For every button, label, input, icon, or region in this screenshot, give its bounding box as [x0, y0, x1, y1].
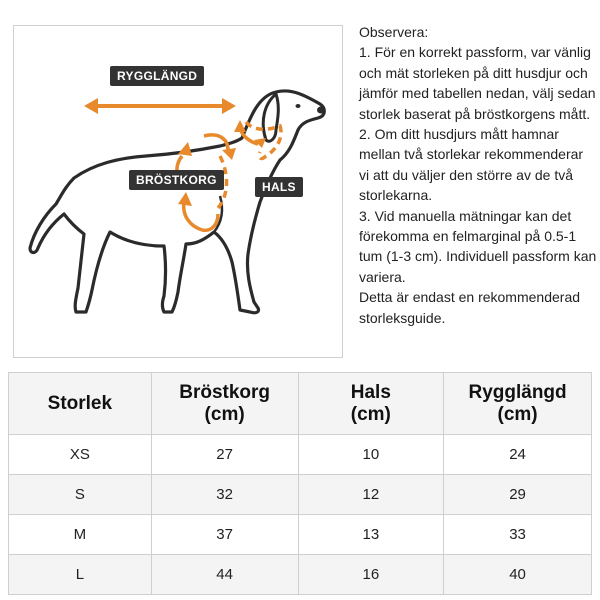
- dog-eye: [295, 104, 301, 108]
- cell-chest: 37: [150, 514, 299, 555]
- note-item-2: 2. Om ditt husdjurs mått hamnar mellan t…: [359, 126, 584, 204]
- table-row: M 37 13 33: [8, 514, 592, 555]
- dog-chest-line: [213, 195, 224, 233]
- note-item-1: 1. För en korrekt passform, var vänlig o…: [359, 44, 596, 122]
- header-neck: Hals (cm): [297, 372, 445, 435]
- table-row: L 44 16 40: [8, 554, 592, 595]
- header-size-label: Storlek: [47, 392, 113, 414]
- header-chest-unit: (cm): [204, 403, 245, 425]
- size-chart-table: Storlek Bröstkorg (cm) Hals (cm) Rygglän…: [8, 372, 592, 595]
- neck-measure-loop: [234, 120, 283, 161]
- cell-chest: 32: [150, 474, 299, 515]
- cell-neck: 12: [297, 474, 445, 515]
- header-back-length-unit: (cm): [497, 403, 538, 425]
- cell-size: XS: [8, 434, 152, 475]
- header-chest: Bröstkorg (cm): [150, 372, 299, 435]
- header-chest-label: Bröstkorg: [179, 381, 271, 403]
- dog-ear: [261, 92, 280, 143]
- back-length-label: RYGGLÄNGD: [110, 66, 205, 86]
- neck-label: HALS: [255, 177, 303, 197]
- header-neck-label: Hals: [350, 381, 391, 403]
- cell-neck: 10: [297, 434, 445, 475]
- cell-size: S: [8, 474, 152, 515]
- cell-back-length: 33: [443, 514, 592, 555]
- dog-measurement-illustration: RYGGLÄNGD BRÖSTKORG HALS: [13, 25, 343, 358]
- measurement-notes: Observera: 1. För en korrekt passform, v…: [359, 22, 597, 328]
- table-header-row: Storlek Bröstkorg (cm) Hals (cm) Rygglän…: [8, 372, 592, 435]
- note-disclaimer: Detta är endast en rekommenderad storlek…: [359, 289, 581, 326]
- cell-chest: 27: [150, 434, 299, 475]
- cell-size: M: [8, 514, 152, 555]
- header-size: Storlek: [8, 372, 152, 435]
- header-neck-unit: (cm): [350, 403, 391, 425]
- note-item-3: 3. Vid manuella mätningar kan det föreko…: [359, 207, 597, 285]
- dog-nose: [317, 106, 325, 114]
- table-row: XS 27 10 24: [8, 434, 592, 475]
- chest-label: BRÖSTKORG: [129, 170, 224, 190]
- cell-back-length: 29: [443, 474, 592, 515]
- cell-size: L: [8, 554, 152, 595]
- back-length-arrow: [84, 98, 236, 114]
- cell-back-length: 24: [443, 434, 592, 475]
- cell-neck: 16: [297, 554, 445, 595]
- dog-body-outline: [28, 89, 326, 315]
- header-back-length-label: Rygglängd: [468, 381, 567, 403]
- header-back-length: Rygglängd (cm): [443, 372, 592, 435]
- cell-back-length: 40: [443, 554, 592, 595]
- table-row: S 32 12 29: [8, 474, 592, 515]
- notes-heading: Observera:: [359, 24, 429, 40]
- cell-neck: 13: [297, 514, 445, 555]
- cell-chest: 44: [150, 554, 299, 595]
